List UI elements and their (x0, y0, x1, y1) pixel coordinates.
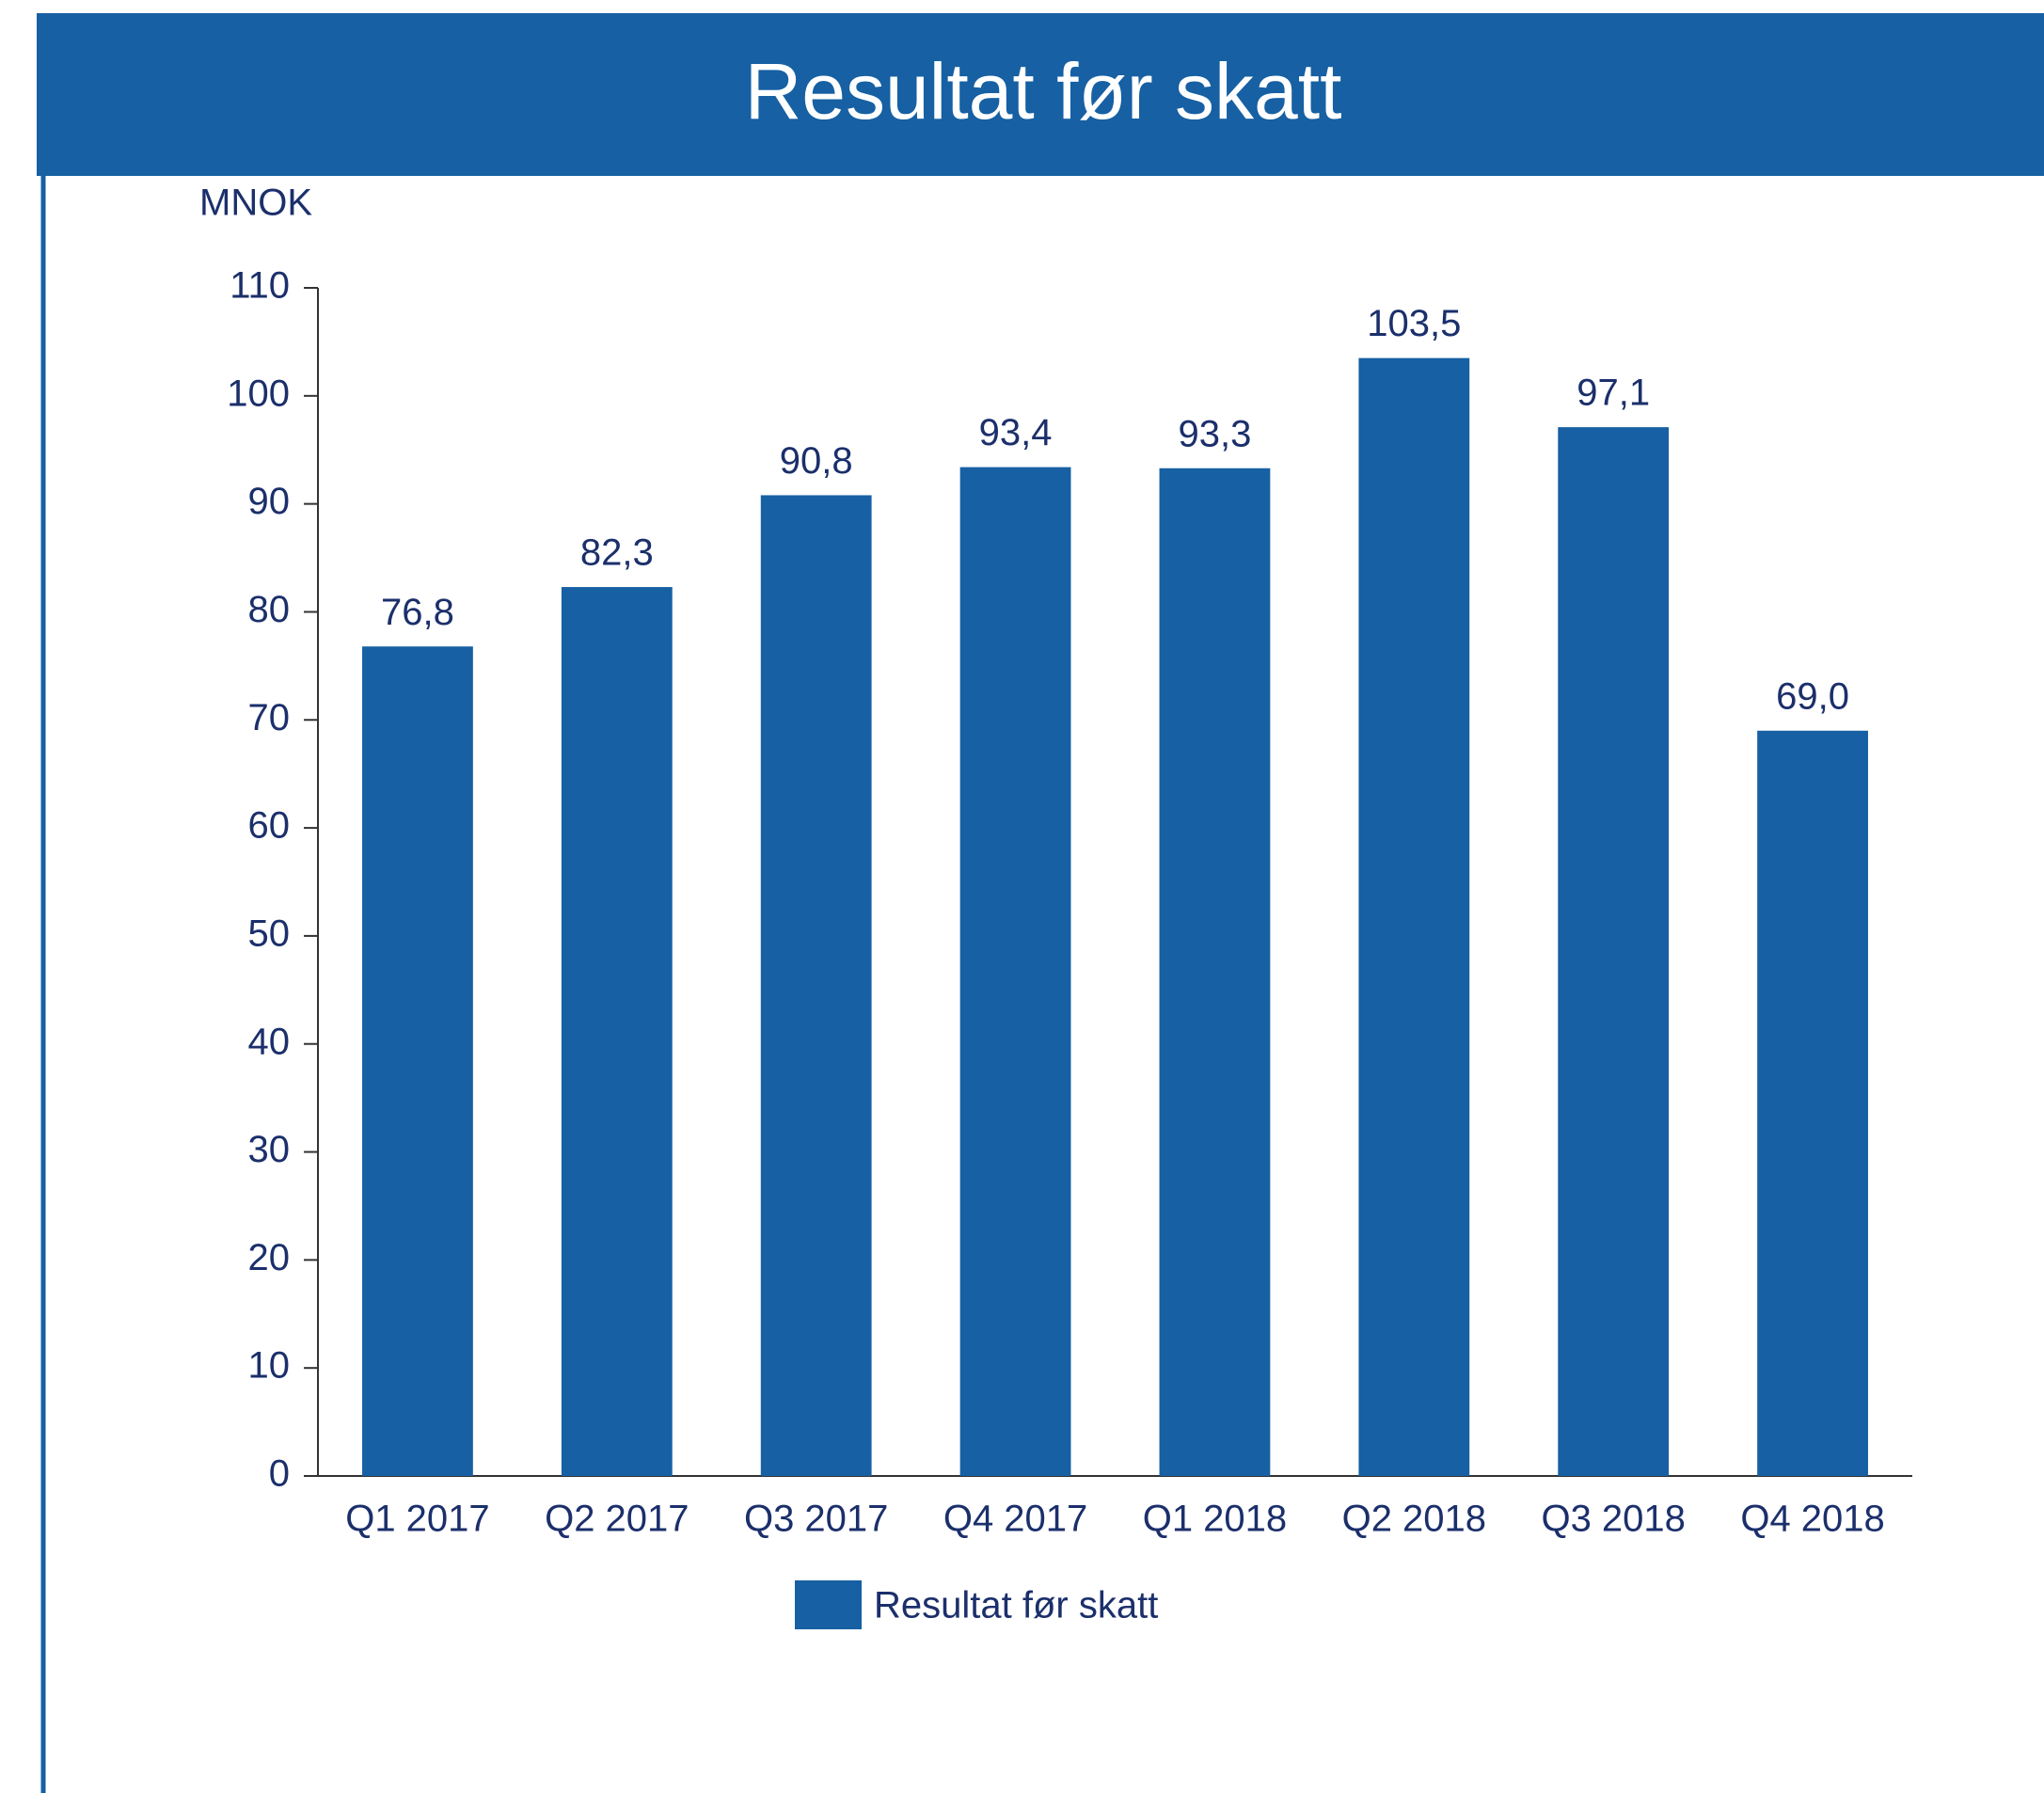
y-tick-label: 70 (248, 697, 291, 738)
x-tick-label: Q4 2018 (1740, 1499, 1884, 1540)
bar (561, 587, 673, 1476)
y-tick-label: 20 (248, 1237, 291, 1278)
value-label: 76,8 (381, 592, 454, 633)
x-tick-label: Q1 2018 (1143, 1499, 1287, 1540)
y-tick-label: 100 (227, 373, 290, 414)
chart-title: Resultat før skatt (745, 47, 1342, 135)
y-tick-label: 40 (248, 1021, 291, 1062)
value-label: 93,3 (1179, 413, 1252, 454)
bar (760, 495, 872, 1476)
y-tick-label: 110 (230, 265, 290, 307)
y-axis-label: MNOK (199, 182, 312, 224)
title-band (37, 13, 2044, 176)
y-tick-label: 90 (248, 481, 291, 522)
bar (1558, 427, 1670, 1476)
bar (362, 646, 473, 1476)
bar (1757, 730, 1868, 1476)
legend-swatch (795, 1580, 862, 1629)
value-label: 103,5 (1367, 303, 1461, 344)
y-tick-label: 50 (248, 912, 291, 954)
x-tick-label: Q2 2018 (1342, 1499, 1486, 1540)
x-tick-label: Q4 2017 (943, 1499, 1087, 1540)
bar (1159, 468, 1271, 1477)
legend-label: Resultat før skatt (874, 1585, 1158, 1626)
value-label: 69,0 (1776, 675, 1849, 717)
value-label: 97,1 (1577, 373, 1650, 414)
y-tick-label: 80 (248, 589, 291, 630)
value-label: 90,8 (780, 440, 853, 482)
x-tick-label: Q3 2017 (744, 1499, 888, 1540)
x-tick-label: Q3 2018 (1541, 1499, 1685, 1540)
y-tick-label: 10 (248, 1345, 291, 1387)
bar (1358, 357, 1470, 1476)
x-tick-label: Q2 2017 (545, 1499, 689, 1540)
y-tick-label: 30 (248, 1129, 291, 1170)
y-tick-label: 60 (248, 805, 291, 847)
bar (959, 467, 1071, 1477)
y-tick-label: 0 (269, 1453, 290, 1495)
value-label: 93,4 (979, 412, 1053, 453)
x-tick-label: Q1 2017 (345, 1499, 489, 1540)
value-label: 82,3 (580, 532, 654, 574)
